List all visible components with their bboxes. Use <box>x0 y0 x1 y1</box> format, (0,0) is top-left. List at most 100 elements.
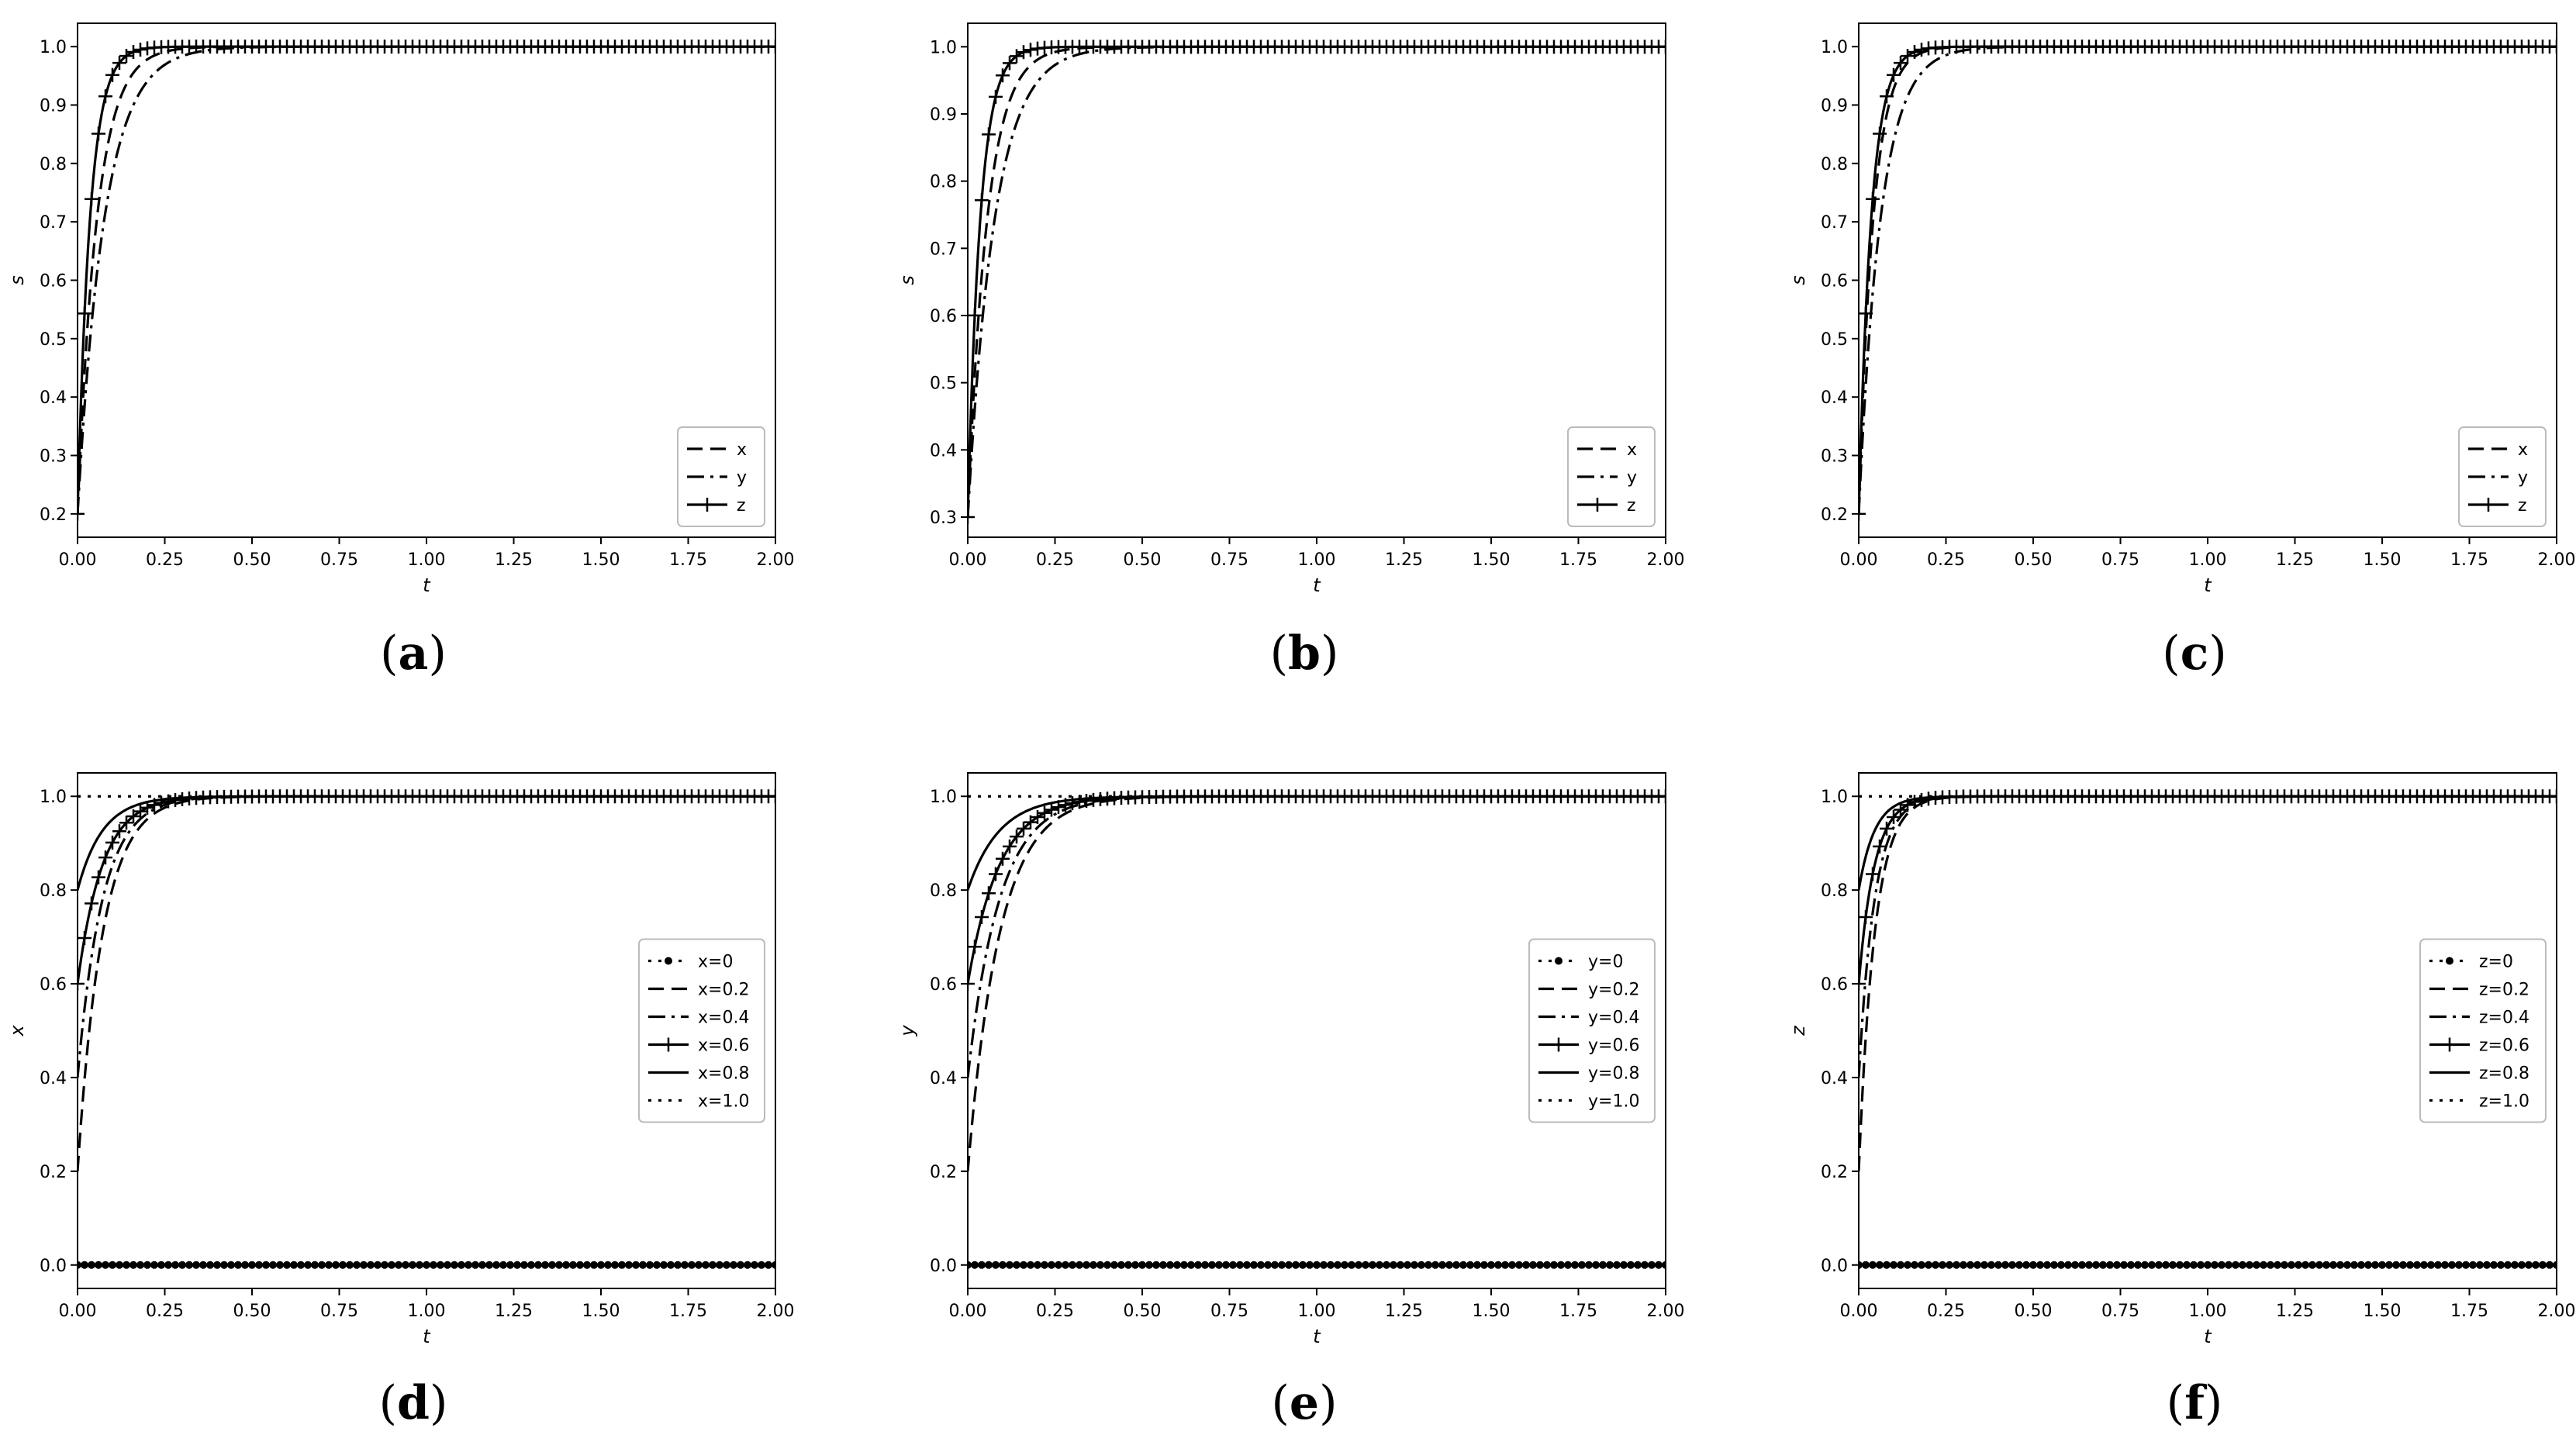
series-marker <box>2050 1261 2058 1269</box>
series-marker <box>1880 821 1894 836</box>
x-tick-label: 1.75 <box>669 1302 707 1321</box>
series-marker <box>1045 802 1058 817</box>
series-line-x <box>78 45 775 514</box>
series-marker <box>1925 1261 1932 1269</box>
series-marker <box>85 191 98 206</box>
series-marker <box>430 1261 437 1269</box>
legend-label: y=1.0 <box>1588 1092 1639 1112</box>
series-marker <box>2092 1261 2100 1269</box>
series-marker <box>2036 1261 2044 1269</box>
series-marker <box>2434 1261 2442 1269</box>
series-marker <box>2162 1261 2170 1269</box>
series-marker <box>1222 1261 1230 1269</box>
legend-label: y=0.2 <box>1588 981 1639 1000</box>
y-tick-label: 0.3 <box>930 509 957 528</box>
series-marker <box>1515 1261 1523 1269</box>
series-marker <box>1859 306 1873 321</box>
y-tick-label: 0.8 <box>40 881 67 901</box>
series-marker <box>716 1261 723 1269</box>
x-tick-label: 1.50 <box>2364 1302 2402 1321</box>
series-marker <box>2281 1261 2288 1269</box>
series-marker <box>367 1261 375 1269</box>
series-marker <box>458 1261 465 1269</box>
plot-area <box>1859 40 2557 521</box>
series-marker <box>262 1261 270 1269</box>
y-tick-label: 0.4 <box>40 1069 67 1088</box>
series-marker <box>2127 1261 2135 1269</box>
series-marker <box>248 1261 256 1269</box>
series-marker <box>2183 1261 2191 1269</box>
x-tick-label: 0.50 <box>1124 1302 1162 1321</box>
series-marker <box>1592 1261 1600 1269</box>
series-marker <box>2413 1261 2421 1269</box>
x-tick-label: 0.25 <box>146 550 184 570</box>
series-marker <box>1585 1261 1593 1269</box>
y-tick-label: 0.2 <box>1821 505 1848 525</box>
series-marker <box>2015 1261 2023 1269</box>
series-marker <box>1417 1261 1425 1269</box>
x-tick-label: 1.50 <box>1473 550 1511 570</box>
legend-label: x <box>737 440 747 460</box>
series-marker <box>78 306 92 321</box>
series-marker <box>1003 839 1017 854</box>
series-marker <box>136 1261 144 1269</box>
legend-marker <box>1552 1037 1566 1052</box>
series-marker <box>1445 1261 1453 1269</box>
series-line-x <box>1859 45 2557 514</box>
series-marker <box>1390 1261 1397 1269</box>
series-marker <box>1173 1261 1181 1269</box>
y-tick-label: 0.4 <box>1821 1069 1848 1088</box>
series-marker <box>1627 1261 1635 1269</box>
y-tick-label: 0.2 <box>1821 1163 1848 1182</box>
legend: y=0 y=0.2 y=0.4 y=0.6 y=0.8 y=1.0 <box>1528 938 1656 1123</box>
x-tick-label: 2.00 <box>757 550 795 570</box>
series-marker <box>1327 1261 1335 1269</box>
x-tick-label: 2.00 <box>2538 1302 2576 1321</box>
y-tick-label: 0.0 <box>930 1257 957 1276</box>
series-marker <box>982 127 996 142</box>
series-marker <box>968 510 975 524</box>
series-marker <box>1883 1261 1891 1269</box>
series-marker <box>513 1261 521 1269</box>
x-tick-label: 0.50 <box>233 1302 271 1321</box>
series-marker <box>1431 1261 1439 1269</box>
series-marker <box>1980 1261 1988 1269</box>
x-tick-label: 2.00 <box>1647 1302 1685 1321</box>
x-tick-label: 1.75 <box>669 550 707 570</box>
series-marker <box>751 1261 758 1269</box>
series-marker <box>485 1261 493 1269</box>
x-tick-label: 1.25 <box>1385 1302 1423 1321</box>
series-marker <box>996 68 1010 83</box>
series-marker <box>2288 1261 2295 1269</box>
series-marker <box>1487 1261 1495 1269</box>
series-marker <box>1557 1261 1565 1269</box>
series-marker <box>1915 43 1929 57</box>
y-tick-label: 0.7 <box>1821 213 1848 233</box>
series-marker <box>2141 1261 2149 1269</box>
series-marker <box>2106 1261 2114 1269</box>
y-tick-label: 0.2 <box>930 1163 957 1182</box>
series-marker <box>255 1261 263 1269</box>
x-tick-label: 1.25 <box>495 550 533 570</box>
series-marker <box>1480 1261 1488 1269</box>
series-marker <box>1438 1261 1446 1269</box>
series-marker <box>2385 1261 2393 1269</box>
series-marker <box>1466 1261 1474 1269</box>
series-marker <box>1873 839 1887 854</box>
series-marker <box>2525 1261 2533 1269</box>
series-marker <box>1278 1261 1286 1269</box>
series-marker <box>206 1261 214 1269</box>
x-tick-label: 0.75 <box>320 1302 358 1321</box>
chart-c: 0.00 0.25 0.50 0.75 1.00 1.25 1.50 1.75 2.00 0.2 0… <box>1787 22 2575 596</box>
series-marker <box>2476 1261 2484 1269</box>
series-marker <box>1648 1261 1656 1269</box>
series-marker <box>590 1261 598 1269</box>
series-marker <box>1911 1261 1918 1269</box>
plot-area <box>78 40 775 521</box>
legend-label: y=0 <box>1588 953 1623 972</box>
y-tick-label: 0.0 <box>40 1257 67 1276</box>
x-tick-label: 0.50 <box>2015 1302 2053 1321</box>
series-marker <box>109 1261 116 1269</box>
series-marker <box>1062 1261 1069 1269</box>
series-marker <box>78 506 85 521</box>
